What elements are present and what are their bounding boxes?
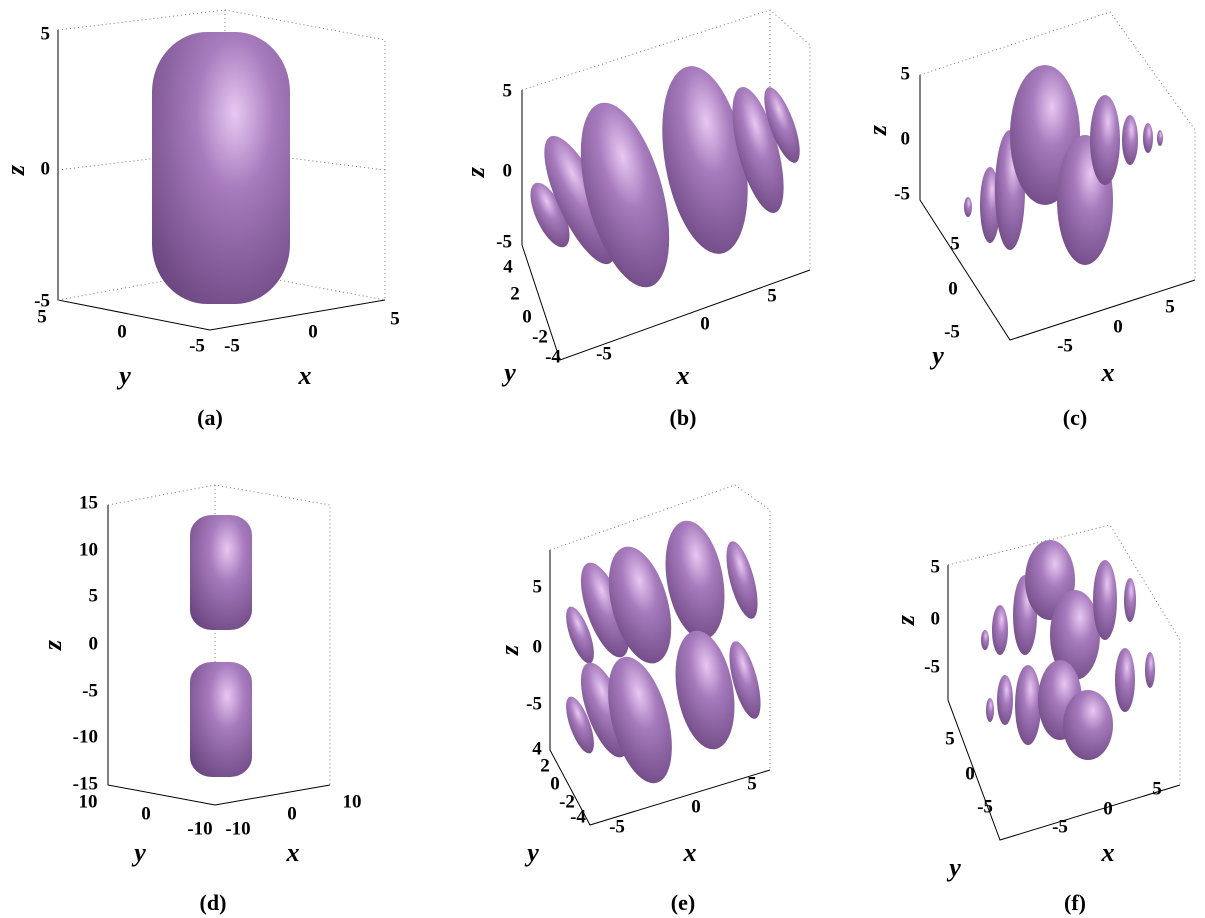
y-tick-label: -4 bbox=[570, 806, 586, 827]
z-tick-label: -5 bbox=[82, 680, 98, 701]
z-tick-label: -10 bbox=[73, 726, 98, 747]
panel-d-box bbox=[108, 485, 330, 805]
z-axis-label: z bbox=[495, 644, 524, 656]
x-tick-label: 0 bbox=[691, 796, 701, 817]
z-tick-label: -5 bbox=[496, 231, 512, 252]
z-tick-label: 5 bbox=[41, 23, 51, 44]
x-tick-label: 5 bbox=[1152, 778, 1162, 799]
y-tick-label: -5 bbox=[189, 335, 205, 356]
x-tick-label: 5 bbox=[747, 773, 757, 794]
panel-caption: (c) bbox=[1063, 405, 1087, 430]
z-tick-label: 0 bbox=[503, 160, 513, 181]
x-tick-label: -5 bbox=[596, 343, 612, 364]
z-axis-label: z bbox=[38, 639, 67, 651]
y-tick-label: 5 bbox=[950, 233, 960, 254]
y-tick-label: -2 bbox=[532, 326, 548, 347]
z-tick-label: 15 bbox=[79, 492, 98, 513]
z-axis-label: z bbox=[1, 164, 30, 176]
z-axis-label: z bbox=[891, 614, 920, 626]
z-tick-label: 10 bbox=[79, 539, 98, 560]
z-tick-label: 0 bbox=[41, 158, 51, 179]
x-tick-label: 5 bbox=[767, 285, 777, 306]
x-tick-label: -5 bbox=[224, 335, 240, 356]
x-tick-label: 0 bbox=[1103, 798, 1113, 819]
y-tick-label: 2 bbox=[510, 283, 520, 304]
panel-e-box bbox=[550, 485, 770, 825]
y-axis-label: y bbox=[929, 341, 944, 370]
y-tick-label: -10 bbox=[187, 818, 212, 839]
x-tick-label: 0 bbox=[287, 803, 297, 824]
z-tick-label: 5 bbox=[533, 576, 543, 597]
x-tick-label: 5 bbox=[1165, 296, 1175, 317]
z-tick-label: 0 bbox=[901, 128, 911, 149]
x-tick-label: -5 bbox=[1052, 816, 1068, 837]
z-tick-label: 5 bbox=[89, 585, 99, 606]
x-axis-label: x bbox=[1101, 358, 1115, 387]
x-tick-label: 10 bbox=[343, 791, 362, 812]
y-tick-label: 0 bbox=[948, 278, 958, 299]
panel-a-box bbox=[58, 10, 385, 330]
x-axis-label: x bbox=[286, 838, 300, 867]
z-tick-label: 0 bbox=[533, 636, 543, 657]
y-axis-label: y bbox=[524, 838, 539, 867]
x-tick-label: -5 bbox=[609, 816, 625, 837]
z-tick-label: 5 bbox=[901, 63, 911, 84]
y-tick-label: 5 bbox=[37, 306, 47, 327]
x-tick-label: -10 bbox=[225, 818, 250, 839]
z-tick-label: -5 bbox=[526, 693, 542, 714]
x-axis-label: x bbox=[683, 838, 697, 867]
x-axis-label: x bbox=[676, 361, 690, 390]
panel-caption: (a) bbox=[197, 405, 223, 430]
panel-f-box bbox=[948, 525, 1180, 840]
y-tick-label: 0 bbox=[141, 803, 151, 824]
z-axis-label: z bbox=[863, 124, 892, 136]
panel-caption: (d) bbox=[200, 890, 227, 915]
y-axis-label: y bbox=[131, 838, 146, 867]
z-axis-label: z bbox=[461, 166, 490, 178]
x-axis-label: x bbox=[1101, 838, 1115, 867]
y-tick-label: 10 bbox=[79, 791, 98, 812]
y-tick-label: -5 bbox=[944, 321, 960, 342]
y-tick-label: 4 bbox=[503, 256, 513, 277]
y-tick-label: 0 bbox=[965, 763, 975, 784]
panel-b-box bbox=[522, 10, 810, 360]
y-axis-label: y bbox=[946, 853, 961, 882]
z-tick-label: 0 bbox=[89, 633, 99, 654]
figure: 50-550-5-505zyx(a)50-5420-2-4-505zyx(b)5… bbox=[0, 0, 1205, 918]
panel-caption: (b) bbox=[670, 405, 697, 430]
z-tick-label: -5 bbox=[894, 183, 910, 204]
z-tick-label: 0 bbox=[931, 608, 941, 629]
z-tick-label: -5 bbox=[924, 656, 940, 677]
y-tick-label: 2 bbox=[540, 755, 550, 776]
panel-caption: (f) bbox=[1064, 890, 1086, 915]
x-tick-label: 0 bbox=[308, 321, 318, 342]
y-tick-label: -4 bbox=[545, 346, 561, 367]
x-tick-label: 5 bbox=[390, 308, 400, 329]
x-tick-label: -5 bbox=[1057, 335, 1073, 356]
z-tick-label: 5 bbox=[931, 556, 941, 577]
y-tick-label: -5 bbox=[977, 796, 993, 817]
x-tick-label: 0 bbox=[700, 313, 710, 334]
y-tick-label: 0 bbox=[522, 306, 532, 327]
y-axis-label: y bbox=[116, 361, 131, 390]
y-tick-label: 0 bbox=[117, 321, 127, 342]
y-axis-label: y bbox=[501, 358, 516, 387]
x-axis-label: x bbox=[298, 361, 312, 390]
x-tick-label: 0 bbox=[1113, 316, 1123, 337]
y-tick-label: 5 bbox=[945, 728, 955, 749]
panel-c-box bbox=[920, 12, 1195, 340]
panel-caption: (e) bbox=[671, 890, 695, 915]
z-tick-label: 5 bbox=[503, 80, 513, 101]
